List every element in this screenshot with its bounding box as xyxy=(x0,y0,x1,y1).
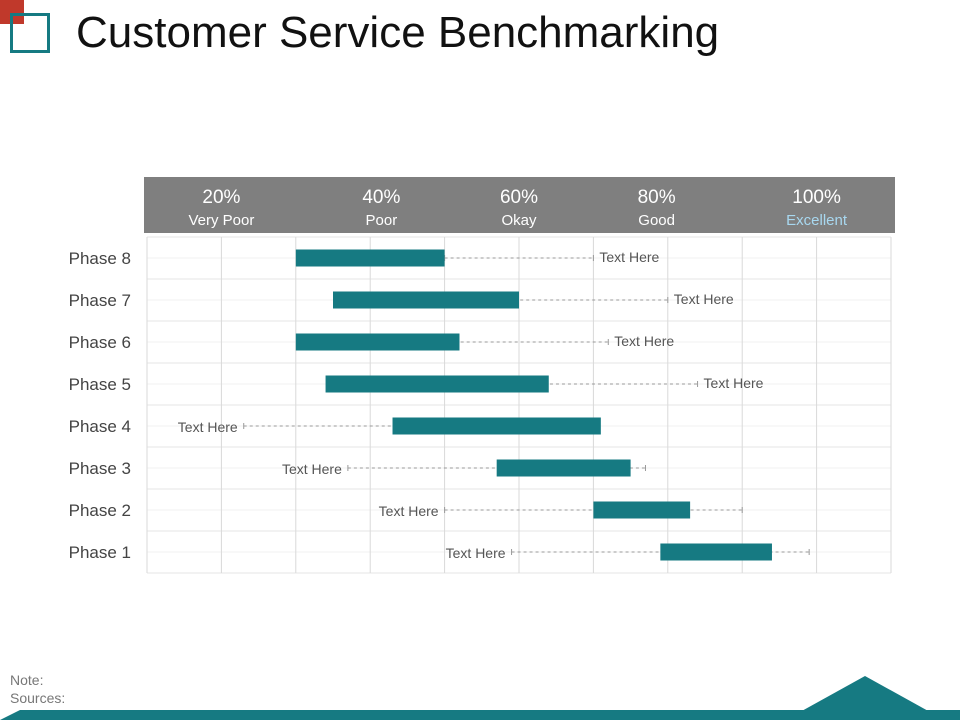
footer-triangle xyxy=(800,676,930,712)
scale-header-bg xyxy=(144,177,895,233)
logo-outline-square xyxy=(10,13,50,53)
phase-label: Phase 1 xyxy=(69,543,131,562)
scale-header-pct: 80% xyxy=(638,187,676,208)
phase-label: Phase 6 xyxy=(69,333,131,352)
phase-label: Phase 2 xyxy=(69,501,131,520)
phase-label: Phase 7 xyxy=(69,291,131,310)
scale-header-pct: 20% xyxy=(202,187,240,208)
bar-annotation: Text Here xyxy=(178,419,238,435)
scale-header-label: Excellent xyxy=(786,212,848,229)
range-bar xyxy=(333,291,519,309)
bar-annotation: Text Here xyxy=(704,375,764,391)
scale-header-pct: 100% xyxy=(792,187,841,208)
bar-annotation: Text Here xyxy=(599,249,659,265)
note-label: Note: xyxy=(10,672,44,688)
scale-header-label: Poor xyxy=(366,212,398,229)
page-title: Customer Service Benchmarking xyxy=(76,8,720,57)
scale-header-pct: 40% xyxy=(362,187,400,208)
scale-header-label: Okay xyxy=(501,212,537,229)
bar-annotation: Text Here xyxy=(282,461,342,477)
range-bar xyxy=(496,459,631,477)
phase-label: Phase 3 xyxy=(69,459,131,478)
range-bar xyxy=(660,543,772,561)
scale-header-label: Very Poor xyxy=(188,212,254,229)
bar-annotation: Text Here xyxy=(674,291,734,307)
range-bar xyxy=(295,333,460,351)
sources-label: Sources: xyxy=(10,690,66,706)
bar-annotation: Text Here xyxy=(446,545,506,561)
bar-annotation: Text Here xyxy=(614,333,674,349)
range-bar xyxy=(295,249,445,267)
scale-header-label: Good xyxy=(638,212,675,229)
footer-band xyxy=(0,710,960,720)
scale-header-pct: 60% xyxy=(500,187,538,208)
range-bar xyxy=(593,501,691,519)
bar-annotation: Text Here xyxy=(379,503,439,519)
phase-label: Phase 4 xyxy=(69,417,131,436)
phase-label: Phase 8 xyxy=(69,249,131,268)
footer-decoration xyxy=(0,676,960,720)
range-bar xyxy=(392,417,601,435)
phase-label: Phase 5 xyxy=(69,375,131,394)
range-bar xyxy=(325,375,549,393)
